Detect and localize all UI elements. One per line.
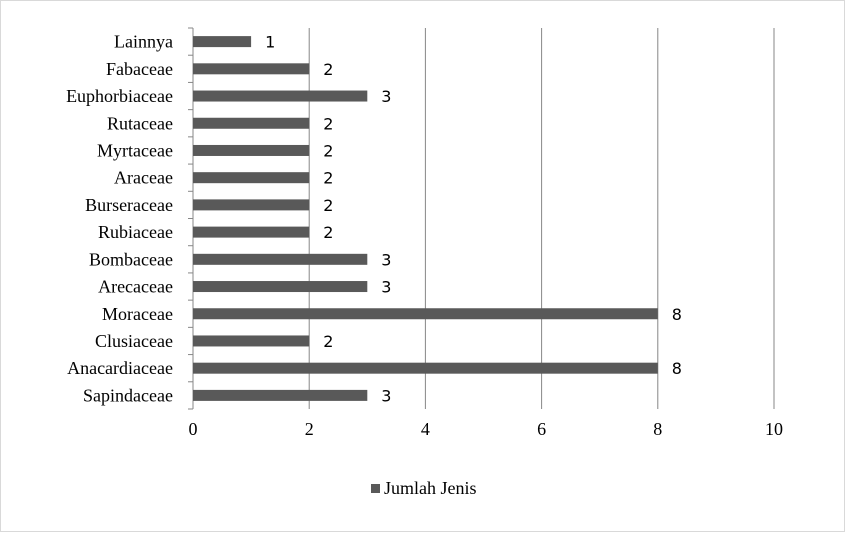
bar [193, 90, 368, 102]
bar [193, 172, 310, 184]
category-label: Araceae [114, 168, 173, 188]
data-label: 3 [381, 250, 391, 269]
axes [188, 27, 194, 410]
category-label: Bombaceae [89, 249, 173, 269]
bar [193, 226, 310, 238]
category-label: Fabaceae [106, 59, 173, 79]
category-label: Rubiaceae [98, 222, 173, 242]
bar [193, 117, 310, 129]
data-label: 2 [323, 141, 333, 160]
data-label: 2 [323, 196, 333, 215]
x-tick-label: 0 [189, 419, 198, 439]
data-label: 2 [323, 114, 333, 133]
data-label: 2 [323, 60, 333, 79]
category-label: Anacardiaceae [67, 358, 173, 378]
x-tick-label: 4 [421, 419, 430, 439]
data-label: 8 [672, 305, 682, 324]
data-label: 3 [381, 278, 391, 297]
category-label: Arecaceae [98, 277, 173, 297]
x-tick-label: 8 [653, 419, 662, 439]
x-tick-label: 6 [537, 419, 546, 439]
bar [193, 199, 310, 211]
category-label: Burseraceae [85, 195, 173, 215]
data-label: 3 [381, 87, 391, 106]
bar [193, 389, 368, 401]
legend: Jumlah Jenis [371, 478, 477, 498]
bar [193, 308, 658, 320]
bar [193, 36, 252, 48]
bar [193, 253, 368, 265]
bar [193, 362, 658, 374]
bars [193, 36, 658, 401]
data-label: 8 [672, 359, 682, 378]
data-label: 3 [381, 386, 391, 405]
data-label: 2 [323, 332, 333, 351]
category-label: Lainnya [114, 32, 173, 52]
category-label: Euphorbiaceae [66, 86, 173, 106]
bar [193, 335, 310, 347]
x-tick-label: 2 [305, 419, 314, 439]
category-label: Myrtaceae [97, 140, 173, 160]
legend-swatch [371, 484, 380, 493]
bar [193, 281, 368, 293]
data-label: 1 [265, 33, 275, 52]
category-label: Sapindaceae [83, 385, 173, 405]
gridlines [308, 28, 775, 409]
category-label: Moraceae [102, 304, 173, 324]
labels: 0 2 4 6 8 10 Sapindaceae 3 Anacardiaceae 8 Clusiac… [66, 32, 783, 439]
x-tick-label: 10 [765, 419, 783, 439]
category-label: Clusiaceae [95, 331, 173, 351]
legend-label: Jumlah Jenis [384, 478, 477, 498]
data-label: 2 [323, 223, 333, 242]
data-label: 2 [323, 169, 333, 188]
bar [193, 144, 310, 156]
bar [193, 63, 310, 75]
category-label: Rutaceae [107, 113, 173, 133]
